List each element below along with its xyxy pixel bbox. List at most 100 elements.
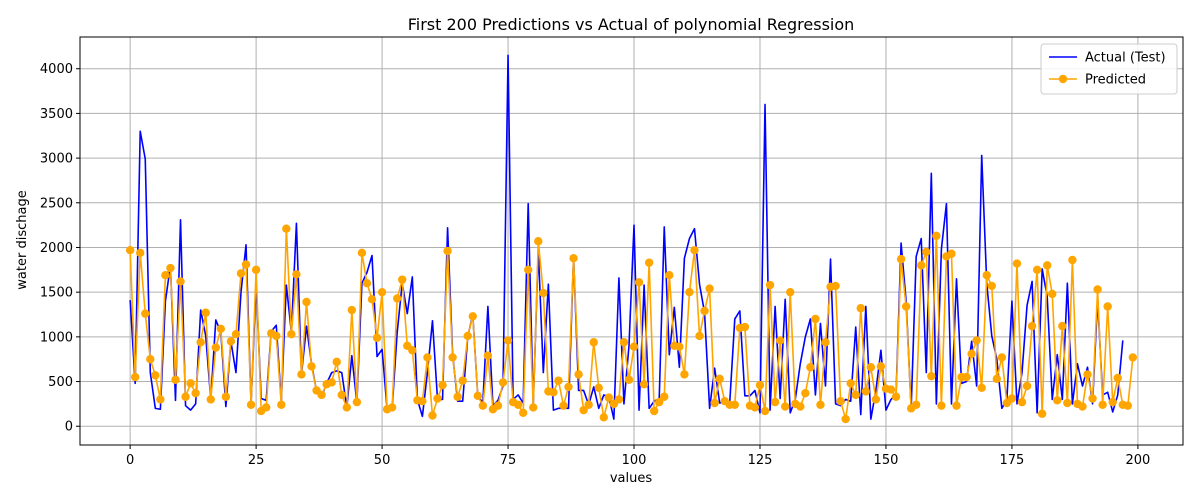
data-point-predicted [937,401,946,410]
x-tick-label: 50 [374,453,391,468]
data-point-predicted [594,383,603,392]
data-point-predicted [216,324,226,334]
data-point-predicted [186,379,195,388]
x-tick-label: 0 [126,453,134,468]
data-point-predicted [816,400,825,409]
data-point-predicted [564,382,573,392]
data-point-predicted [307,362,316,371]
data-point-predicted [796,402,805,411]
data-point-predicted [302,297,311,307]
data-point-predicted [342,403,352,412]
data-point-predicted [730,400,739,409]
legend-label-actual-test: Actual (Test) [1085,51,1166,66]
data-point-predicted [841,414,850,424]
data-point-predicted [246,400,256,409]
data-point-predicted [453,392,462,401]
data-point-predicted [695,331,704,341]
data-point-predicted [665,270,674,280]
data-point-predicted [1007,394,1017,403]
data-point-predicted [1103,302,1112,311]
data-point-predicted [1053,396,1062,405]
data-point-predicted [710,398,719,408]
data-point-predicted [1123,401,1133,410]
data-point-predicted [337,390,346,400]
data-point-predicted [433,394,442,403]
data-point-predicted [1058,321,1067,331]
data-point-predicted [498,378,508,387]
data-point-predicted [806,363,815,372]
data-point-predicted [876,362,886,371]
data-point-predicted [387,403,397,412]
data-point-predicted [347,305,357,315]
data-point-predicted [901,302,911,311]
data-point-predicted [418,397,427,406]
data-point-predicted [1068,255,1077,265]
data-point-predicted [1113,373,1122,383]
data-point-predicted [801,388,810,398]
data-point-predicted [922,247,931,257]
data-point-predicted [629,342,639,351]
data-point-predicted [977,383,986,392]
y-tick-label: 4000 [40,62,73,77]
data-point-predicted [569,254,578,263]
data-point-predicted [463,331,472,341]
data-point-predicted [1088,394,1097,403]
legend-marker-predicted [1058,74,1068,84]
data-point-predicted [755,380,765,390]
data-point-predicted [1017,397,1027,407]
data-point-predicted [191,388,200,398]
x-tick-label: 200 [1125,453,1150,468]
data-point-predicted [1108,397,1117,407]
data-point-predicted [513,400,523,409]
data-point-predicted [251,265,261,275]
data-point-predicted [786,287,795,297]
data-point-predicted [241,260,251,269]
data-point-predicted [272,331,281,341]
data-point-predicted [1048,289,1057,299]
y-tick-label: 2000 [40,241,73,256]
data-point-predicted [997,353,1007,362]
data-point-predicted [1078,402,1087,411]
data-point-predicted [392,294,402,303]
data-point-predicted [196,338,205,347]
y-tick-label: 0 [65,420,73,435]
data-point-predicted [151,371,160,380]
y-tick-label: 3000 [40,152,73,167]
data-point-predicted [644,258,654,267]
data-point-predicted [161,270,170,280]
data-point-predicted [911,400,921,409]
y-tick-label: 1000 [40,330,73,345]
x-tick-label: 125 [748,453,773,468]
data-point-predicted [503,336,513,345]
data-point-predicted [372,333,382,342]
data-point-predicted [236,269,246,278]
data-point-predicted [750,403,760,412]
legend: Actual (Test) Predicted [1040,43,1178,95]
data-point-predicted [811,314,820,324]
legend-label-predicted: Predicted [1085,73,1146,88]
y-tick-label: 3500 [40,107,73,122]
y-axis-label: water dischage [15,190,30,289]
data-point-predicted [529,403,538,412]
data-point-predicted [952,401,961,410]
data-point-predicted [518,408,528,418]
data-point-predicted [871,395,881,404]
data-point-predicted [634,278,644,287]
data-point-predicted [655,397,664,407]
x-axis-label: values [610,471,653,486]
data-point-predicted [584,400,593,409]
data-point-predicted [579,405,588,415]
data-point-predicted [539,288,548,298]
data-point-predicted [851,390,860,400]
data-point-predicted [740,322,750,332]
data-point-predicted [156,395,165,404]
data-point-predicted [352,397,362,407]
data-point-predicted [438,380,447,390]
data-point-predicted [780,402,790,411]
data-point-predicted [136,248,145,258]
data-point-predicted [166,263,175,273]
data-point-predicted [261,403,271,412]
data-point-predicted [614,395,624,404]
data-point-predicted [821,338,830,347]
